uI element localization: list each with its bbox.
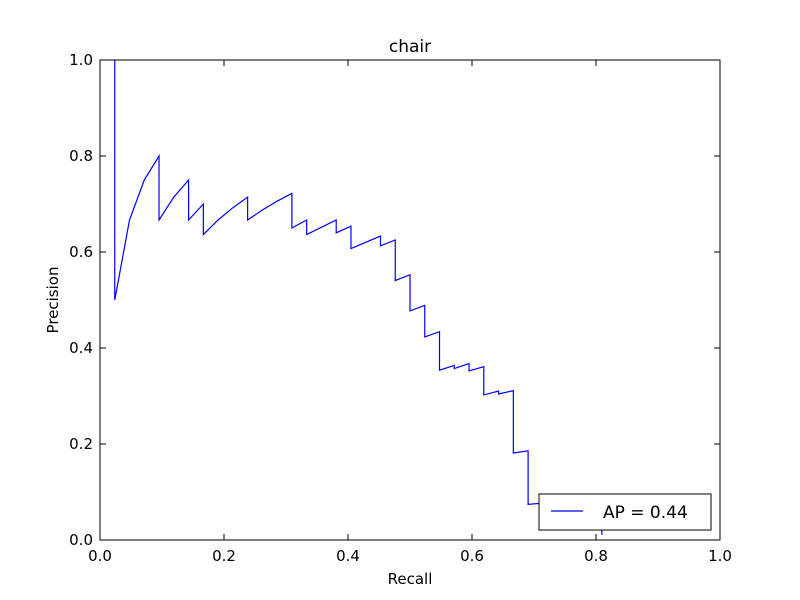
plot-frame xyxy=(99,59,721,541)
x-tick-label: 0.8 xyxy=(584,547,608,565)
legend: AP = 0.44 xyxy=(538,493,712,531)
x-tick-label: 1.0 xyxy=(708,547,732,565)
y-axis-label: Precision xyxy=(44,267,62,334)
x-tick-label: 0.0 xyxy=(88,547,112,565)
x-tick-label: 0.6 xyxy=(460,547,484,565)
legend-entry-label: AP = 0.44 xyxy=(603,503,688,523)
y-tick-label: 0.2 xyxy=(69,435,93,453)
legend-box xyxy=(538,493,712,531)
y-tick-label: 0.4 xyxy=(69,339,93,357)
axis-tick-labels: 0.0 0.2 0.4 0.6 0.8 1.0 0.0 0.2 0.4 0.6 0.8 1.0 xyxy=(69,51,732,565)
x-tick-label: 0.4 xyxy=(336,547,360,565)
pr-curve-line xyxy=(114,60,603,535)
y-tick-label: 1.0 xyxy=(69,51,93,69)
y-tick-label: 0.6 xyxy=(69,243,93,261)
x-tick-label: 0.2 xyxy=(212,547,236,565)
x-axis-label: Recall xyxy=(388,570,433,588)
y-tick-label: 0.8 xyxy=(69,147,93,165)
y-tick-label: 0.0 xyxy=(69,531,93,549)
chart-title: chair xyxy=(389,37,431,57)
